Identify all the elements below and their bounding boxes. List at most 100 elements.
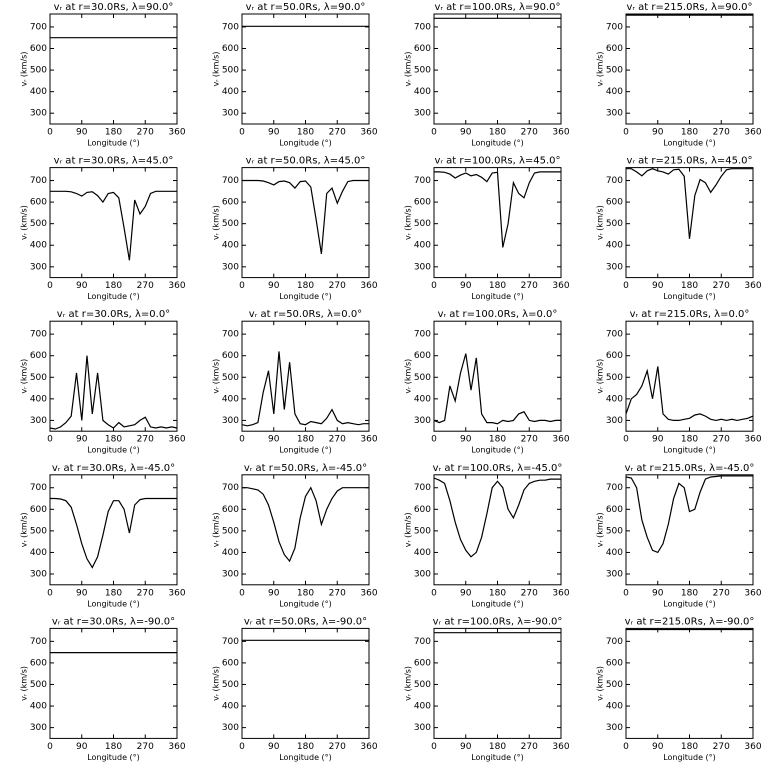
y-axis-label: vᵣ (km/s) [212, 205, 221, 240]
y-tick-label: 400 [222, 241, 239, 251]
plot-frame [241, 167, 370, 279]
y-tick-label: 700 [414, 483, 431, 493]
y-tick-label: 500 [30, 66, 47, 76]
x-tick-label: 90 [460, 742, 472, 752]
y-tick-label: 300 [606, 416, 623, 426]
x-tick-label: 270 [329, 128, 346, 138]
y-tick-label: 400 [222, 548, 239, 558]
line [433, 477, 561, 558]
y-tick-label: 600 [414, 505, 431, 515]
x-tick-label: 180 [297, 742, 314, 752]
x-tick-label: 270 [713, 742, 730, 752]
x-tick-label: 360 [360, 281, 377, 291]
x-tick-label: 360 [168, 742, 185, 752]
y-tick-label: 400 [30, 87, 47, 97]
plot-frame [241, 627, 370, 739]
y-tick-label: 300 [606, 723, 623, 733]
x-tick-label: 360 [744, 128, 761, 138]
y-tick-label: 600 [606, 658, 623, 668]
x-tick-label: 180 [105, 281, 122, 291]
y-tick-label: 300 [414, 723, 431, 733]
y-tick-label: 400 [606, 702, 623, 712]
y-tick-label: 700 [30, 176, 47, 186]
plot-frame [49, 474, 178, 586]
chart-title: vᵣ at r=215.0Rs, λ=-90.0° [625, 616, 755, 627]
x-tick-label: 0 [47, 435, 53, 445]
x-tick-label: 0 [239, 435, 245, 445]
chart-title: vᵣ at r=215.0Rs, λ=90.0° [626, 2, 752, 13]
line [434, 171, 561, 248]
x-tick-label: 180 [681, 742, 698, 752]
y-tick-label: 500 [606, 680, 623, 690]
y-axis-label: vᵣ (km/s) [596, 359, 605, 394]
x-axis-label: Longitude (°) [663, 292, 716, 301]
y-tick-label: 400 [222, 702, 239, 712]
x-tick-label: 90 [76, 281, 88, 291]
x-tick-label: 270 [137, 128, 154, 138]
x-tick-label: 270 [137, 588, 154, 598]
y-tick-label: 700 [30, 483, 47, 493]
x-axis-label: Longitude (°) [87, 599, 140, 608]
y-tick-label: 500 [606, 66, 623, 76]
y-tick-label: 300 [414, 570, 431, 580]
x-tick-label: 0 [239, 742, 245, 752]
y-tick-label: 700 [222, 330, 239, 340]
x-tick-label: 0 [47, 588, 53, 598]
y-tick-label: 400 [414, 702, 431, 712]
y-tick-label: 300 [222, 723, 239, 733]
y-tick-label: 600 [30, 505, 47, 515]
y-axis-label: vᵣ (km/s) [404, 359, 413, 394]
x-tick-label: 180 [297, 588, 314, 598]
x-tick-label: 360 [360, 435, 377, 445]
plot-frame [49, 320, 178, 432]
y-tick-label: 300 [414, 109, 431, 119]
chart-title: vᵣ at r=100.0Rs, λ=0.0° [438, 309, 558, 320]
y-tick-label: 300 [222, 262, 239, 272]
y-tick-label: 500 [606, 373, 623, 383]
x-tick-label: 0 [239, 588, 245, 598]
x-tick-label: 90 [268, 588, 280, 598]
x-axis-label: Longitude (°) [279, 292, 332, 301]
x-tick-label: 270 [329, 588, 346, 598]
y-tick-label: 500 [414, 66, 431, 76]
y-tick-label: 700 [30, 22, 47, 32]
line [625, 475, 753, 554]
y-tick-label: 600 [222, 198, 239, 208]
y-tick-label: 400 [30, 548, 47, 558]
x-axis-label: Longitude (°) [471, 446, 524, 455]
y-tick-label: 400 [606, 394, 623, 404]
y-axis-label: vᵣ (km/s) [20, 52, 29, 87]
x-tick-label: 180 [489, 128, 506, 138]
y-tick-label: 400 [606, 241, 623, 251]
line [50, 497, 177, 569]
x-axis-label: Longitude (°) [663, 753, 716, 762]
chart-title: vᵣ at r=50.0Rs, λ=-90.0° [244, 616, 367, 627]
x-tick-label: 90 [652, 588, 664, 598]
y-tick-label: 600 [606, 44, 623, 54]
y-tick-label: 400 [30, 241, 47, 251]
y-tick-label: 300 [222, 570, 239, 580]
chart-title: vᵣ at r=50.0Rs, λ=-45.0° [244, 463, 367, 474]
y-axis-label: vᵣ (km/s) [404, 52, 413, 87]
y-tick-label: 600 [606, 351, 623, 361]
plot-frame [49, 167, 178, 279]
y-tick-label: 500 [30, 373, 47, 383]
x-tick-label: 360 [552, 588, 569, 598]
x-tick-label: 270 [521, 128, 538, 138]
y-tick-label: 600 [30, 351, 47, 361]
chart-title: vᵣ at r=30.0Rs, λ=45.0° [54, 156, 174, 167]
x-tick-label: 180 [681, 281, 698, 291]
y-axis-label: vᵣ (km/s) [404, 205, 413, 240]
x-tick-label: 270 [137, 281, 154, 291]
x-tick-label: 90 [268, 128, 280, 138]
x-axis-label: Longitude (°) [87, 292, 140, 301]
x-tick-label: 270 [137, 742, 154, 752]
x-tick-label: 0 [623, 588, 629, 598]
x-axis-label: Longitude (°) [471, 599, 524, 608]
x-tick-label: 90 [460, 128, 472, 138]
x-axis-label: Longitude (°) [279, 446, 332, 455]
x-tick-label: 180 [105, 128, 122, 138]
plot-frame [625, 627, 754, 739]
x-tick-label: 0 [623, 742, 629, 752]
plot-frame [625, 13, 754, 125]
